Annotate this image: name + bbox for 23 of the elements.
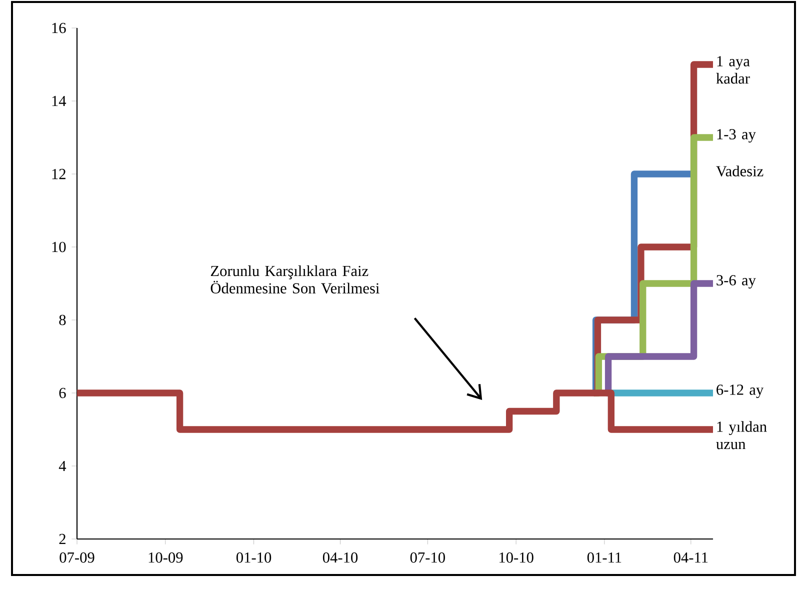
y-tick-label: 10: [52, 242, 66, 252]
series-label: Vadesiz: [716, 166, 764, 176]
y-tick-label: 16: [52, 22, 66, 34]
y-tick-label: 14: [52, 96, 66, 106]
y-tick-label: 12: [52, 168, 66, 180]
series-label: 1-3 ay: [717, 129, 756, 143]
x-tick-label: 10-09: [148, 552, 183, 563]
series-label: 1 yıldan uzun: [716, 421, 767, 450]
annotation: Zorunlu Karşılıklara Faiz Ödenmesine Son Verilmesi: [210, 265, 380, 294]
x-tick-label: 10-10: [500, 552, 534, 563]
y-tick-label: 2: [59, 534, 66, 544]
y-tick-label: 4: [58, 460, 66, 472]
x-tick-label: 07-10: [410, 552, 445, 563]
x-tick-label: 04-10: [322, 552, 358, 563]
series-label: 3-6 ay: [716, 275, 756, 289]
x-tick-label: 01-10: [236, 552, 272, 563]
x-tick-label: 01-11: [587, 552, 622, 563]
series-label: 6-12 ay: [716, 384, 764, 398]
y-tick-label: 8: [59, 314, 66, 326]
x-tick-label: 07-09: [60, 552, 94, 563]
series-label: 1 aya kadar: [716, 56, 750, 84]
x-tick-label: 04-11: [674, 552, 708, 563]
y-tick-label: 6: [59, 388, 66, 398]
